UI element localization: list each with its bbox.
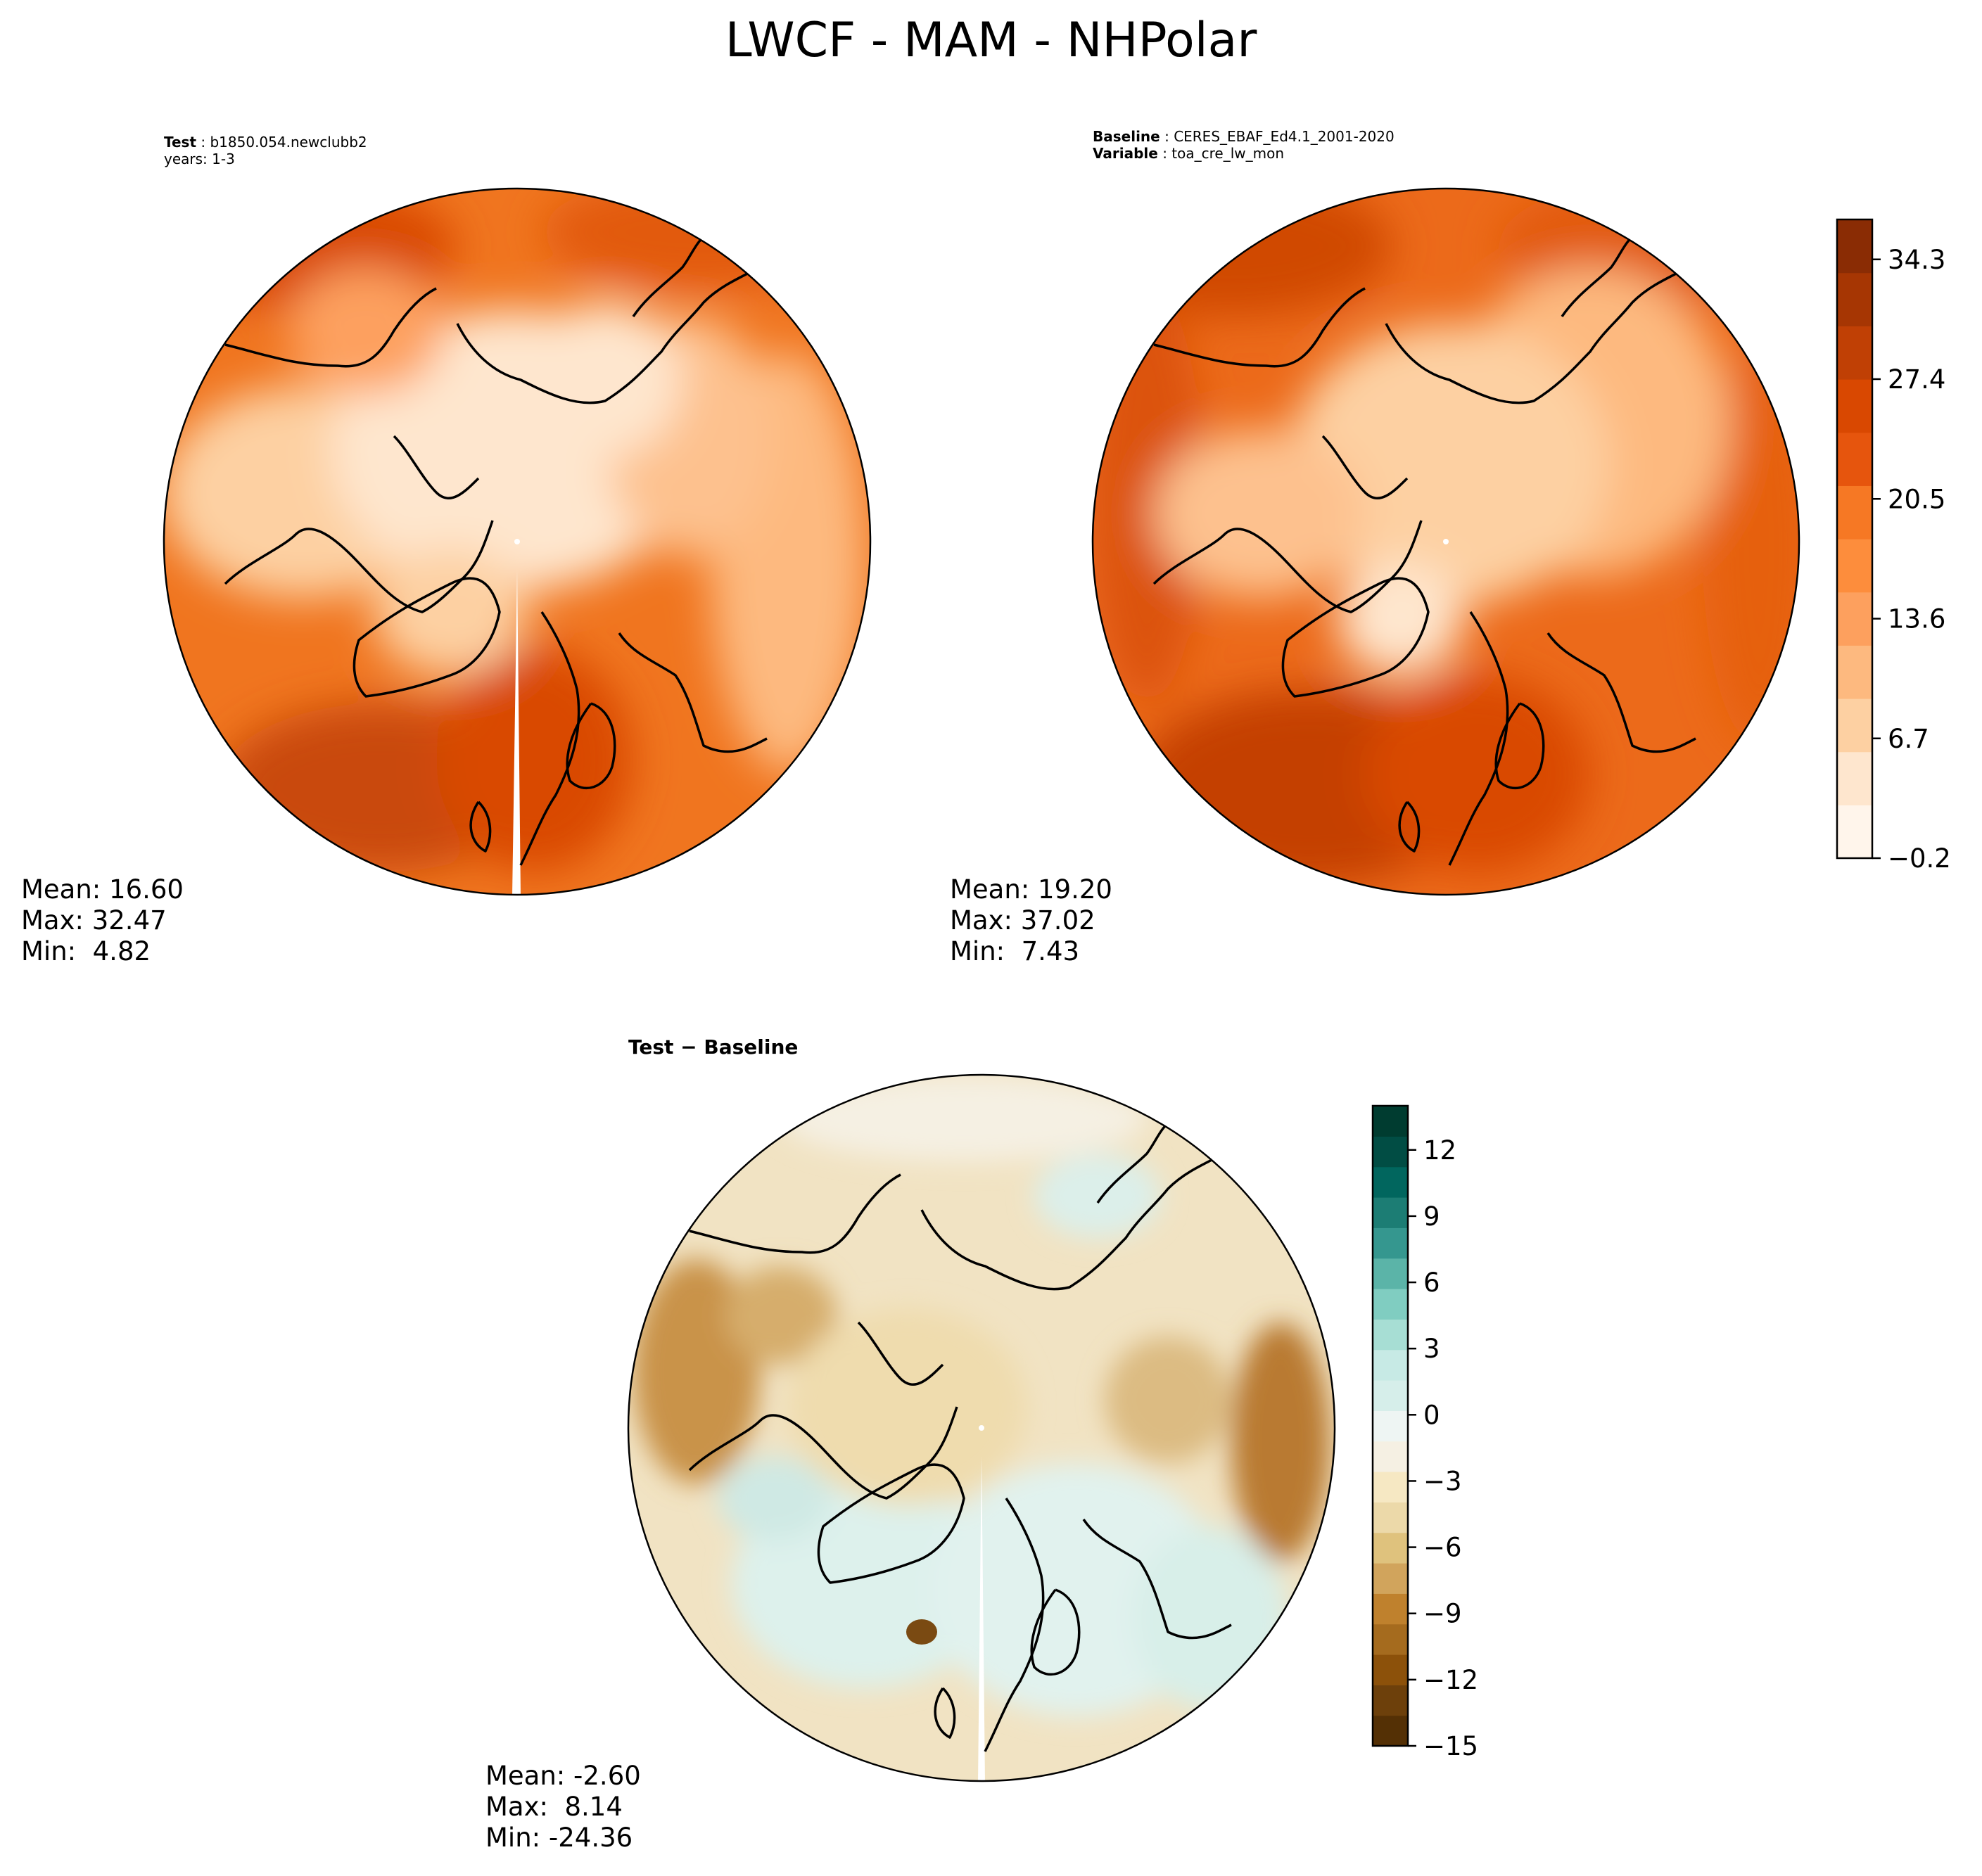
diff-colorbar-tick-label: 9: [1423, 1201, 1440, 1232]
diff-colorbar-swatch: [1373, 1258, 1408, 1289]
main-colorbar-swatch: [1837, 272, 1872, 326]
baseline-min: Min: 7.43: [950, 936, 1080, 966]
baseline-map: [1091, 187, 1800, 896]
main-colorbar-swatch: [1837, 751, 1872, 805]
main-colorbar-swatch: [1837, 805, 1872, 859]
diff-colorbar-tick-label: −15: [1423, 1731, 1478, 1761]
test-stats: Mean: 16.60 Max: 32.47 Min: 4.82: [21, 874, 184, 967]
diff-colorbar-swatch: [1373, 1623, 1408, 1655]
diff-colorbar-swatch: [1373, 1715, 1408, 1747]
diff-colorbar-swatch: [1373, 1136, 1408, 1168]
diff-title: Test − Baseline: [628, 1035, 799, 1059]
test-min: Min: 4.82: [21, 936, 151, 966]
test-map: [163, 187, 872, 896]
diff-colorbar-frame: [1371, 1104, 1409, 1747]
diff-colorbar-tick-label: 6: [1423, 1268, 1440, 1298]
main-colorbar-swatch: [1837, 539, 1872, 593]
main-colorbar-tick-label: 20.5: [1888, 484, 1945, 514]
diff-stats: Mean: -2.60 Max: 8.14 Min: -24.36: [485, 1761, 641, 1853]
diff-colorbar-swatch: [1373, 1410, 1408, 1442]
diff-colorbar-swatch: [1373, 1654, 1408, 1685]
main-colorbar-swatch: [1837, 592, 1872, 646]
diff-colorbar-swatch: [1373, 1106, 1408, 1137]
test-mean: Mean: 16.60: [21, 874, 184, 905]
diff-colorbar-swatch: [1373, 1532, 1408, 1564]
diff-colorbar-tick-label: 12: [1423, 1135, 1456, 1166]
main-colorbar-tick-label: 27.4: [1888, 364, 1945, 395]
diff-colorbar-swatch: [1373, 1349, 1408, 1381]
baseline-max: Max: 37.02: [950, 905, 1095, 936]
diff-colorbar-tick-label: −9: [1423, 1599, 1462, 1629]
diff-colorbar-tick-label: 0: [1423, 1400, 1440, 1430]
diff-colorbar: −15 −12 −9 −6 −3 0 3 6 9 12: [1371, 1104, 1478, 1761]
figure-title: LWCF - MAM - NHPolar: [725, 13, 1257, 68]
diff-min: Min: -24.36: [485, 1823, 633, 1853]
main-colorbar-swatch: [1837, 432, 1872, 486]
baseline-mean: Mean: 19.20: [950, 874, 1112, 905]
diff-colorbar-swatch: [1373, 1197, 1408, 1228]
diff-colorbar-swatch: [1373, 1472, 1408, 1502]
diff-colorbar-swatch: [1373, 1685, 1408, 1716]
main-colorbar-swatch: [1837, 645, 1872, 699]
diff-colorbar-swatch: [1373, 1563, 1408, 1594]
main-colorbar-swatch: [1837, 379, 1872, 433]
diff-colorbar-tick-label: −12: [1423, 1665, 1478, 1695]
diff-max: Max: 8.14: [485, 1792, 623, 1822]
diff-mean: Mean: -2.60: [485, 1761, 641, 1791]
diff-colorbar-swatch: [1373, 1166, 1408, 1198]
diff-colorbar-swatch: [1373, 1380, 1408, 1411]
main-colorbar-tick-label: −0.2: [1888, 843, 1951, 874]
main-colorbar-tick-label: 6.7: [1888, 724, 1929, 754]
main-colorbar-swatch: [1837, 219, 1872, 274]
main-colorbar-tick-label: 13.6: [1888, 604, 1945, 634]
main-colorbar-swatch: [1837, 698, 1872, 753]
main-colorbar: −0.2 6.7 13.6 20.5 27.4 34.3: [1836, 218, 1951, 874]
diff-colorbar-swatch: [1373, 1441, 1408, 1472]
test-label: Test : b1850.054.newclubb2 years: 1-3: [164, 134, 367, 167]
diff-colorbar-swatch: [1373, 1502, 1408, 1533]
diff-colorbar-swatch: [1373, 1593, 1408, 1625]
diff-colorbar-tick-label: −6: [1423, 1533, 1462, 1563]
main-colorbar-tick-label: 34.3: [1888, 245, 1945, 275]
diff-colorbar-swatch: [1373, 1227, 1408, 1259]
diff-colorbar-swatch: [1373, 1319, 1408, 1351]
test-max: Max: 32.47: [21, 905, 167, 936]
diff-map: [627, 1073, 1336, 1782]
main-colorbar-swatch: [1837, 326, 1872, 380]
baseline-label: Baseline : CERES_EBAF_Ed4.1_2001-2020 Va…: [1093, 128, 1395, 162]
baseline-stats: Mean: 19.20 Max: 37.02 Min: 7.43: [950, 874, 1112, 967]
main-colorbar-frame: [1836, 218, 1874, 860]
main-colorbar-swatch: [1837, 485, 1872, 540]
diff-colorbar-tick-label: −3: [1423, 1466, 1462, 1496]
diff-colorbar-swatch: [1373, 1289, 1408, 1320]
diff-colorbar-tick-label: 3: [1423, 1334, 1440, 1364]
